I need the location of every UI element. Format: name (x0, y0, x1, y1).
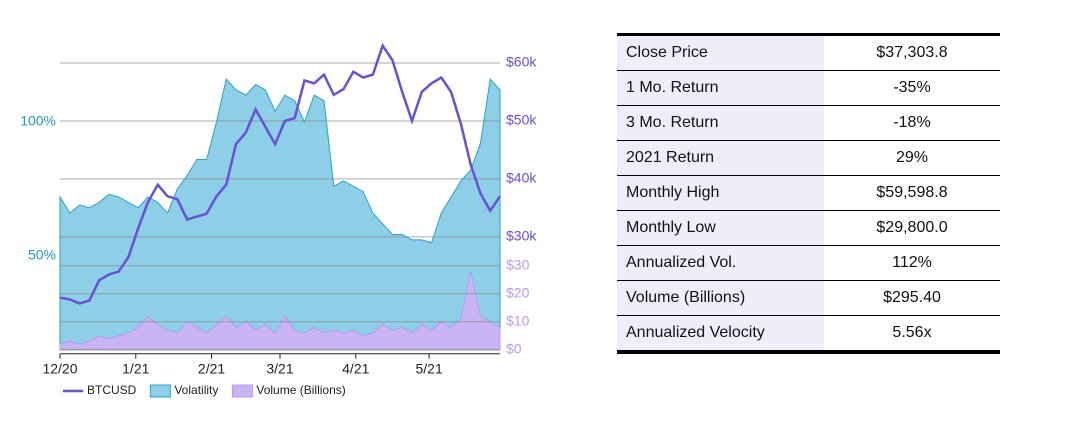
stat-value: $37,303.8 (824, 34, 1000, 71)
line (59, 42, 502, 305)
table-row: Close Price $37,303.8 (617, 34, 1000, 71)
x-tick-label: 5/21 (415, 361, 442, 377)
area (59, 271, 501, 351)
stat-value: -35% (824, 70, 1000, 106)
x-tick-label: 4/21 (342, 361, 369, 377)
y-tick-label: $30 (506, 256, 530, 272)
y-tick-label: 50% (28, 247, 56, 263)
table-row: Monthly Low $29,800.0 (617, 210, 1000, 246)
table-row: Annualized Velocity 5.56x (617, 315, 1000, 353)
x-tick-label: 2/21 (198, 361, 225, 377)
legend-swatch (231, 384, 253, 398)
y-tick-label: $50k (506, 112, 537, 128)
stat-value: -18% (824, 105, 1000, 141)
stat-label: Volume (Billions) (617, 280, 824, 316)
stat-label: Monthly Low (617, 210, 824, 246)
stat-value: 5.56x (824, 315, 1000, 353)
x-tick-label: 3/21 (266, 361, 293, 377)
table-row: Annualized Vol. 112% (617, 245, 1000, 281)
legend-label: Volatility (174, 383, 218, 397)
y-tick-label: $60k (506, 54, 537, 70)
stat-label: Annualized Vol. (617, 245, 824, 281)
table-row: Volume (Billions) $295.40 (617, 280, 1000, 316)
stats-table: Close Price $37,303.8 1 Mo. Return -35% 3 Mo… (617, 33, 1000, 354)
x-tick-label: 12/20 (42, 361, 77, 377)
legend-label: Volume (Billions) (256, 383, 345, 397)
y-tick-label: $40k (506, 170, 537, 186)
stat-value: $29,800.0 (824, 210, 1000, 246)
stat-label: Annualized Velocity (617, 315, 824, 353)
y-tick-label: $20 (506, 284, 530, 300)
x-tick-label: 1/21 (122, 361, 149, 377)
table-row: Monthly High $59,598.8 (617, 175, 1000, 211)
legend-label: BTCUSD (87, 383, 137, 397)
stat-value: 112% (824, 245, 1000, 281)
stat-value: 29% (824, 140, 1000, 176)
stat-value: $295.40 (824, 280, 1000, 316)
y-tick-label: 100% (20, 113, 56, 129)
stat-label: Close Price (617, 34, 824, 71)
y-tick-label: $0 (506, 341, 522, 357)
y-tick-label: $30k (506, 228, 537, 244)
legend-swatch (149, 384, 171, 398)
stat-label: 3 Mo. Return (617, 105, 824, 141)
area (59, 78, 501, 351)
table-row: 1 Mo. Return -35% (617, 70, 1000, 106)
table-row: 2021 Return 29% (617, 140, 1000, 176)
chart: $30k $40k $50k $60k $0 $10 $20 $30 50% 100% 12/20 1… (20, 42, 537, 398)
stat-label: 2021 Return (617, 140, 824, 176)
table-row: 3 Mo. Return -18% (617, 105, 1000, 141)
stat-label: Monthly High (617, 175, 824, 211)
stat-label: 1 Mo. Return (617, 70, 824, 106)
y-tick-label: $10 (506, 312, 530, 328)
stat-value: $59,598.8 (824, 175, 1000, 211)
